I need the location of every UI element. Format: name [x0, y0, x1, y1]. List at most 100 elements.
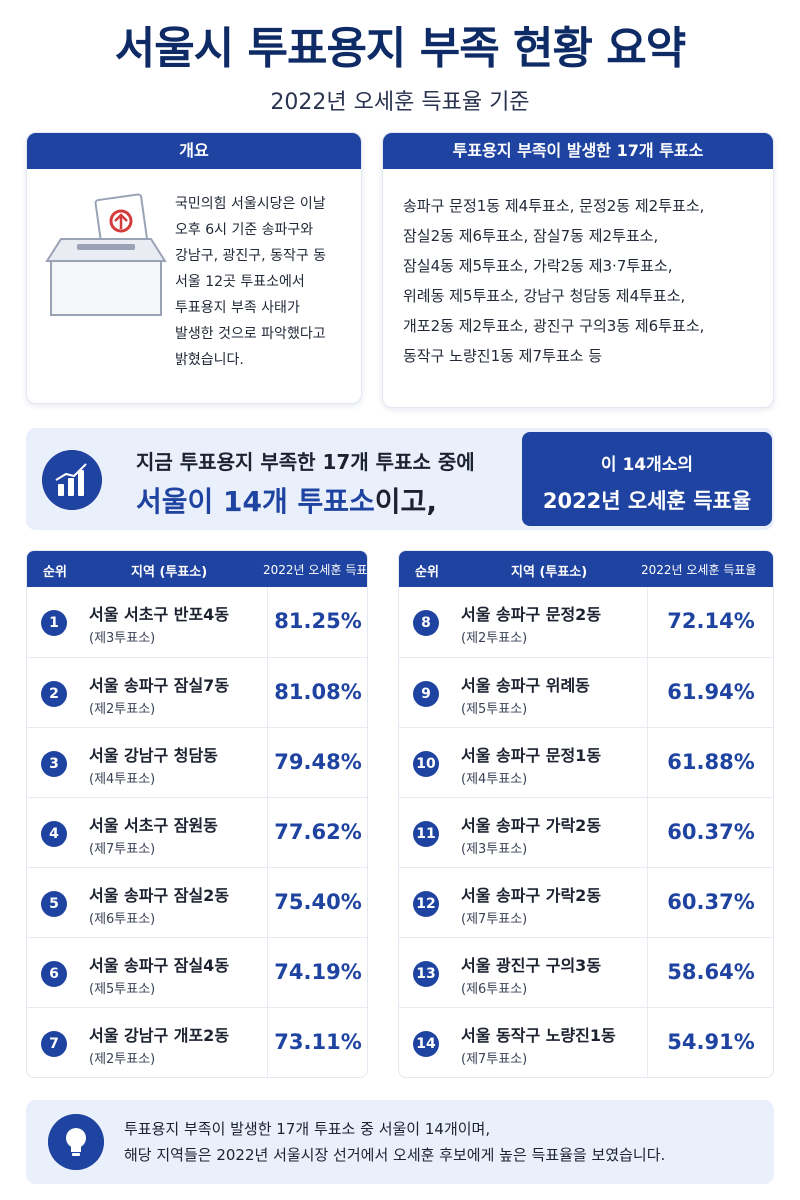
vote-rate: 77.62%: [274, 820, 362, 844]
station-name: (제7투표소): [461, 1052, 528, 1067]
overview-line: 강남구, 광진구, 동작구 동: [175, 248, 327, 264]
column-divider: [267, 868, 268, 937]
page-title: 서울시 투표용지 부족 현황 요약: [114, 23, 687, 74]
table-row: 3 서울 강남구 청담동 (제4투표소) 79.48%: [27, 727, 367, 797]
station-line: 송파구 문정1동 제4투표소, 문정2동 제2투표소,: [403, 197, 705, 215]
rank-badge: 10: [413, 751, 439, 777]
table-row: 8 서울 송파구 문정2동 (제2투표소) 72.14%: [399, 587, 773, 657]
table-row: 2 서울 송파구 잠실7동 (제2투표소) 81.08%: [27, 657, 367, 727]
table-row: 9 서울 송파구 위례동 (제5투표소) 61.94%: [399, 657, 773, 727]
rank-badge: 12: [413, 891, 439, 917]
station-name: (제4투표소): [89, 772, 156, 787]
table-header: 순위 지역 (투표소) 2022년 오세훈 득표율: [27, 551, 367, 587]
rank-badge: 3: [41, 751, 67, 777]
column-divider: [267, 658, 268, 727]
column-divider: [267, 798, 268, 867]
column-divider: [267, 587, 268, 657]
table-row: 12 서울 송파구 가락2동 (제7투표소) 60.37%: [399, 867, 773, 937]
rank-badge: 2: [41, 681, 67, 707]
region-name: 서울 서초구 반포4동: [89, 605, 230, 624]
vote-rate: 73.11%: [274, 1030, 362, 1054]
header-rank: 순위: [415, 565, 439, 580]
rank-badge: 5: [41, 891, 67, 917]
banner-callout: 이 14개소의 2022년 오세훈 득표율: [522, 432, 772, 526]
ranking-table-right: 순위 지역 (투표소) 2022년 오세훈 득표율 8 서울 송파구 문정2동 (제…: [398, 550, 774, 1078]
region-name: 서울 강남구 청담동: [89, 746, 218, 765]
rank-badge: 9: [413, 681, 439, 707]
vote-rate: 74.19%: [274, 960, 362, 984]
region-name: 서울 송파구 문정2동: [461, 605, 602, 624]
overview-line: 밝혔습니다.: [175, 352, 244, 368]
station-line: 잠실2동 제6투표소, 잠실7동 제2투표소,: [403, 227, 659, 245]
station-name: (제7투표소): [89, 842, 156, 857]
table-row: 13 서울 광진구 구의3동 (제6투표소) 58.64%: [399, 937, 773, 1007]
station-line: 개포2동 제2투표소, 광진구 구의3동 제6투표소,: [403, 317, 705, 335]
station-line: 잠실4동 제5투표소, 가락2동 제3·7투표소,: [403, 257, 673, 275]
column-divider: [647, 798, 648, 867]
vote-rate: 72.14%: [667, 609, 755, 633]
rank-badge: 11: [413, 821, 439, 847]
station-line: 동작구 노량진1동 제7투표소 등: [403, 347, 602, 365]
rank-badge: 14: [413, 1031, 439, 1057]
column-divider: [267, 728, 268, 797]
callout-line-2: 2022년 오세훈 득표율: [542, 489, 752, 513]
table-row: 1 서울 서초구 반포4동 (제3투표소) 81.25%: [27, 587, 367, 657]
stations-list: 송파구 문정1동 제4투표소, 문정2동 제2투표소, 잠실2동 제6투표소, 잠…: [403, 191, 763, 371]
overview-line: 국민의힘 서울시당은 이날: [175, 196, 326, 212]
table-row: 4 서울 서초구 잠원동 (제7투표소) 77.62%: [27, 797, 367, 867]
station-name: (제3투표소): [461, 842, 528, 857]
station-line: 위례동 제5투표소, 강남구 청담동 제4투표소,: [403, 287, 686, 305]
station-name: (제2투표소): [89, 1052, 156, 1067]
banner-line-1: 지금 투표용지 부족한 17개 투표소 중에: [136, 450, 475, 474]
station-name: (제6투표소): [89, 912, 156, 927]
column-divider: [267, 938, 268, 1007]
header-rate: 2022년 오세훈 득표율: [641, 563, 757, 577]
region-name: 서울 송파구 문정1동: [461, 746, 602, 765]
page-subtitle: 2022년 오세훈 득표율 기준: [270, 90, 530, 115]
header-rank: 순위: [43, 565, 67, 580]
summary-banner: 지금 투표용지 부족한 17개 투표소 중에 서울이 14개 투표소이고, 이 …: [26, 428, 774, 530]
vote-rate: 75.40%: [274, 890, 362, 914]
header-region: 지역 (투표소): [511, 565, 588, 580]
rank-badge: 6: [41, 961, 67, 987]
ballot-box-icon: [45, 193, 167, 316]
region-name: 서울 광진구 구의3동: [461, 956, 602, 975]
station-name: (제2투표소): [461, 631, 528, 646]
region-name: 서울 송파구 잠실2동: [89, 886, 230, 905]
column-divider: [647, 1008, 648, 1077]
station-name: (제6투표소): [461, 982, 528, 997]
vote-rate: 61.88%: [667, 750, 755, 774]
column-divider: [647, 587, 648, 657]
vote-rate: 81.08%: [274, 680, 362, 704]
vote-rate: 60.37%: [667, 890, 755, 914]
stations-heading: 투표용지 부족이 발생한 17개 투표소: [383, 133, 773, 169]
table-body: 1 서울 서초구 반포4동 (제3투표소) 81.25% 2 서울 송파구 잠실7동 (제2…: [27, 587, 367, 1077]
table-row: 14 서울 동작구 노량진1동 (제7투표소) 54.91%: [399, 1007, 773, 1077]
region-name: 서울 송파구 가락2동: [461, 886, 602, 905]
vote-rate: 79.48%: [274, 750, 362, 774]
overview-line: 서울 12곳 투표소에서: [175, 274, 305, 290]
vote-rate: 60.37%: [667, 820, 755, 844]
column-divider: [647, 658, 648, 727]
rank-badge: 13: [413, 961, 439, 987]
footer-text: 투표용지 부족이 발생한 17개 투표소 중 서울이 14개이며, 해당 지역들…: [124, 1116, 665, 1168]
banner-line-2: 서울이 14개 투표소이고,: [136, 480, 437, 520]
table-row: 7 서울 강남구 개포2동 (제2투표소) 73.11%: [27, 1007, 367, 1077]
vote-rate: 54.91%: [667, 1030, 755, 1054]
station-name: (제4투표소): [461, 772, 528, 787]
overview-line: 투표용지 부족 사태가: [175, 300, 300, 316]
overview-line: 오후 6시 기준 송파구와: [175, 222, 314, 238]
vote-rate: 81.25%: [274, 609, 362, 633]
callout-line-1: 이 14개소의: [600, 455, 694, 475]
stations-card: 투표용지 부족이 발생한 17개 투표소 송파구 문정1동 제4투표소, 문정2…: [382, 132, 774, 408]
column-divider: [647, 938, 648, 1007]
table-header: 순위 지역 (투표소) 2022년 오세훈 득표율: [399, 551, 773, 587]
footer-line-1: 투표용지 부족이 발생한 17개 투표소 중 서울이 14개이며,: [124, 1120, 491, 1138]
region-name: 서울 송파구 잠실4동: [89, 956, 230, 975]
header-rate: 2022년 오세훈 득표율: [263, 563, 368, 577]
ranking-table-left: 순위 지역 (투표소) 2022년 오세훈 득표율 1 서울 서초구 반포4동 (제…: [26, 550, 368, 1078]
rank-badge: 7: [41, 1031, 67, 1057]
station-name: (제3투표소): [89, 631, 156, 646]
region-name: 서울 서초구 잠원동: [89, 816, 218, 835]
